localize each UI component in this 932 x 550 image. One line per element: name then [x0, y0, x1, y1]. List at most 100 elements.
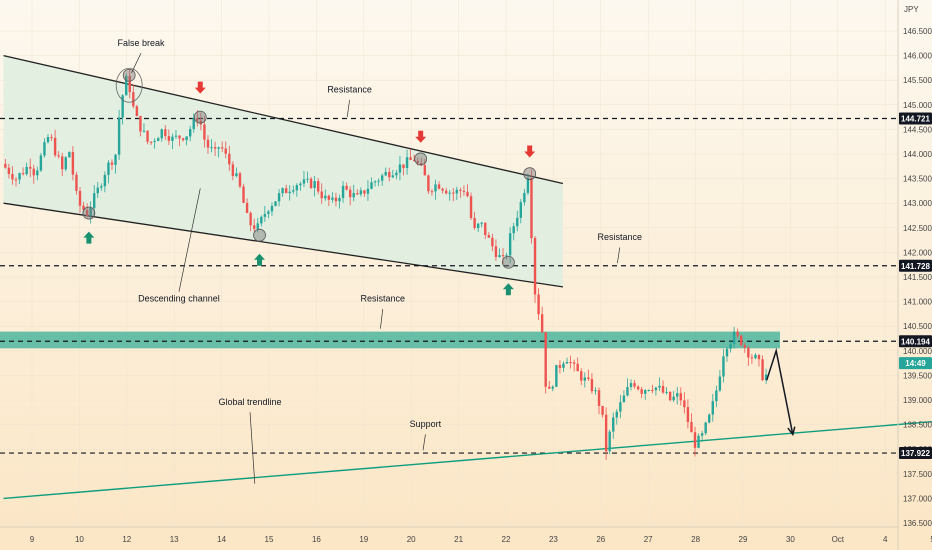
- candle-body: [203, 124, 206, 140]
- price-tick-label: 144.500: [903, 125, 932, 134]
- touch-point-marker[interactable]: [82, 206, 96, 220]
- candle-body: [640, 389, 643, 394]
- candle-body: [164, 129, 167, 137]
- candle-body: [149, 141, 153, 143]
- candle-body: [153, 140, 156, 142]
- time-axis[interactable]: 9 10 12 13 14 15 16 19 20 21 22 23 26 27 28 29 30 Oct 4 5: [0, 526, 932, 544]
- candle-body: [78, 190, 82, 206]
- time-tick-label: 15: [265, 535, 274, 544]
- candle-body: [501, 255, 505, 257]
- candle-body: [711, 401, 714, 415]
- time-tick-label: 13: [170, 535, 179, 544]
- candle-body: [633, 383, 636, 387]
- touch-point-marker[interactable]: [501, 255, 515, 269]
- candle-body: [281, 188, 284, 194]
- candle-body: [455, 189, 459, 194]
- touch-point-marker[interactable]: [523, 167, 537, 181]
- annotation-pointer: [617, 247, 621, 264]
- touch-point-marker[interactable]: [122, 68, 136, 82]
- candle-body: [53, 137, 57, 156]
- touch-point-marker[interactable]: [193, 110, 207, 124]
- channel-lower-line[interactable]: [3, 202, 563, 288]
- price-tick-label: 144.000: [903, 150, 932, 159]
- annotation-pointer: [346, 99, 350, 118]
- channel-upper-line[interactable]: [3, 54, 564, 185]
- time-tick-label: 14: [217, 535, 226, 544]
- candle-body: [61, 156, 64, 170]
- candle-body: [740, 335, 743, 346]
- candle-body: [487, 235, 491, 238]
- candle-body: [619, 402, 622, 412]
- candle-body: [384, 171, 387, 176]
- candle-body: [217, 147, 220, 149]
- level-price-badge: [899, 335, 932, 348]
- candle-body: [700, 433, 704, 436]
- touch-point-marker[interactable]: [253, 228, 266, 242]
- resistance-zone[interactable]: [0, 331, 780, 349]
- candle-body: [327, 195, 331, 200]
- candle-body: [594, 390, 597, 392]
- candle-body: [569, 361, 572, 363]
- price-tick-label: 139.000: [903, 396, 932, 405]
- annotation-label: Resistance: [327, 85, 372, 95]
- candle-body: [50, 137, 53, 139]
- candle-body: [658, 385, 661, 388]
- candle-body: [736, 331, 739, 336]
- candle-body: [263, 213, 267, 217]
- candle-body: [402, 164, 405, 169]
- candle-body: [64, 157, 67, 170]
- touch-point-marker[interactable]: [414, 152, 428, 166]
- candles-layer: [4, 69, 768, 460]
- annotation-pointer: [249, 412, 256, 484]
- price-tick-label: 139.500: [903, 371, 932, 380]
- candle-body: [238, 173, 242, 187]
- candle-body: [110, 162, 114, 165]
- candle-body: [39, 155, 43, 171]
- price-tick-label: 142.000: [903, 248, 932, 257]
- candle-body: [46, 137, 50, 143]
- up-arrow-icon: [254, 253, 266, 266]
- candle-body: [125, 75, 128, 96]
- candle-body: [288, 191, 291, 194]
- price-tick-label: 141.500: [903, 273, 932, 282]
- time-tick-label: 19: [359, 535, 368, 544]
- price-axis[interactable]: JPY 136.500137.000137.500138.000138.5001…: [897, 0, 932, 550]
- candle-body: [693, 432, 697, 448]
- candle-body: [704, 422, 707, 434]
- trendline-layer: [3, 420, 932, 500]
- candle-body: [508, 233, 512, 256]
- candle-body: [416, 160, 419, 164]
- level-price-text: 141.728: [901, 262, 930, 271]
- candle-body: [142, 130, 146, 132]
- candle-body: [473, 217, 476, 229]
- candle-body: [331, 197, 334, 200]
- price-tick-label: 143.000: [903, 199, 932, 208]
- candle-body: [725, 348, 729, 357]
- candle-body: [540, 314, 544, 333]
- price-tick-label: 141.000: [903, 298, 932, 307]
- candle-body: [36, 170, 39, 176]
- candle-body: [412, 160, 416, 162]
- candle-body: [245, 202, 249, 213]
- candle-body: [224, 148, 227, 154]
- annotation-label: Resistance: [360, 294, 405, 304]
- candle-body: [430, 191, 434, 193]
- candle-body: [505, 255, 508, 257]
- candle-body: [608, 431, 611, 452]
- candle-body: [380, 175, 384, 181]
- candle-body: [629, 383, 633, 388]
- global-trendline[interactable]: [3, 420, 932, 500]
- candle-body: [722, 356, 725, 377]
- time-tick-label: 23: [549, 535, 558, 544]
- candle-body: [580, 371, 583, 381]
- candle-body: [85, 209, 89, 216]
- projection-path[interactable]: [765, 347, 794, 435]
- candle-body: [420, 163, 423, 166]
- price-tick-label: 138.500: [903, 421, 932, 430]
- candle-body: [757, 354, 761, 360]
- candle-body: [256, 223, 259, 229]
- candle-body: [68, 152, 71, 158]
- candle-body: [526, 178, 530, 193]
- candle-body: [174, 135, 178, 137]
